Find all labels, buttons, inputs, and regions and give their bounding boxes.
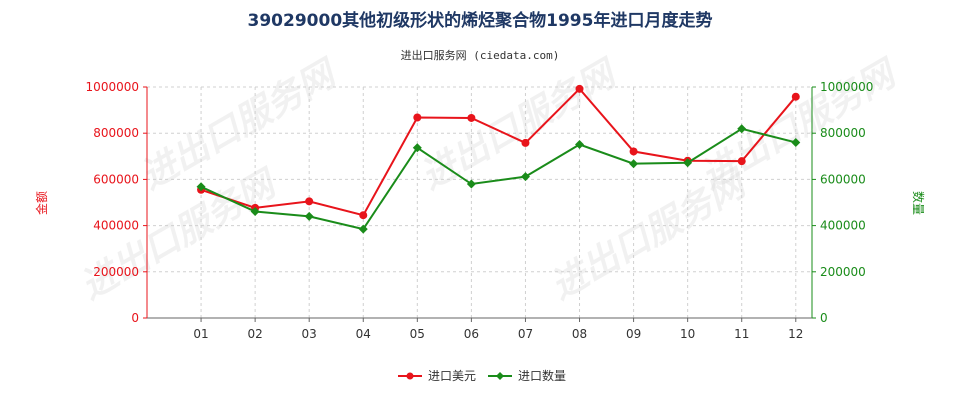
series-line [200,127,797,231]
watermark-text: 进出口服务网 [414,52,626,198]
data-point [196,182,206,192]
x-tick-label: 07 [518,327,533,341]
series-1 [197,84,800,220]
x-tick-label: 06 [464,327,479,341]
data-point [359,211,368,220]
data-point [575,140,585,150]
x-tick-label: 12 [788,327,803,341]
x-tick-label: 04 [356,327,371,341]
axes [146,87,813,319]
left-tick-label: 1000000 [86,80,139,94]
left-tick-label: 200000 [93,265,139,279]
data-point [250,207,260,217]
x-tick-label: 08 [572,327,587,341]
left-tick-label: 400000 [93,219,139,233]
x-tick-label: 01 [193,327,208,341]
data-point [683,158,693,168]
data-point [358,224,368,234]
data-point [521,138,530,147]
series-layer [196,84,801,234]
data-point [737,157,746,166]
x-tick-label: 10 [680,327,695,341]
legend-swatch-marker [496,372,504,380]
x-tick-label: 11 [734,327,749,341]
chart-subtitle: 进出口服务网 (ciedata.com) [401,48,560,62]
chart-title: 39029000其他初级形状的烯烃聚合物1995年进口月度走势 [248,10,713,31]
left-axis-title: 金额 [34,191,49,215]
data-point [304,211,314,221]
data-point [575,84,584,93]
data-point [305,197,314,206]
legend-label: 进口数量 [518,368,566,383]
left-tick-label: 800000 [93,126,139,140]
data-point [791,137,801,147]
watermark-text: 进出口服务网 [544,162,756,308]
x-tick-label: 09 [626,327,641,341]
data-point [629,159,639,169]
legend-swatch-marker [406,372,414,380]
right-tick-label: 200000 [820,265,866,279]
right-tick-label: 1000000 [820,80,873,94]
grid-lines [147,86,812,319]
data-point [520,172,530,182]
series-2 [196,124,801,234]
x-tick-label: 05 [410,327,425,341]
data-point [791,92,800,101]
tick-labels: 0 200000 400000 600000 800000 1000000 0 200000 4… [86,80,874,341]
left-tick-label: 0 [131,311,139,325]
right-tick-label: 800000 [820,126,866,140]
right-axis-title: 数量 [911,191,926,215]
x-tick-label: 02 [247,327,262,341]
legend-label: 进口美元 [428,369,476,383]
series-line [200,87,797,217]
right-tick-label: 0 [820,311,828,325]
data-point [412,143,422,153]
left-tick-label: 600000 [93,172,139,186]
legend: 进口美元 进口数量 [398,368,566,383]
data-point [467,113,476,122]
right-tick-label: 600000 [820,172,866,186]
data-point [466,179,476,189]
data-point [413,113,422,122]
data-point [737,124,747,134]
x-tick-label: 03 [302,327,317,341]
right-tick-label: 400000 [820,219,866,233]
data-point [629,147,638,156]
